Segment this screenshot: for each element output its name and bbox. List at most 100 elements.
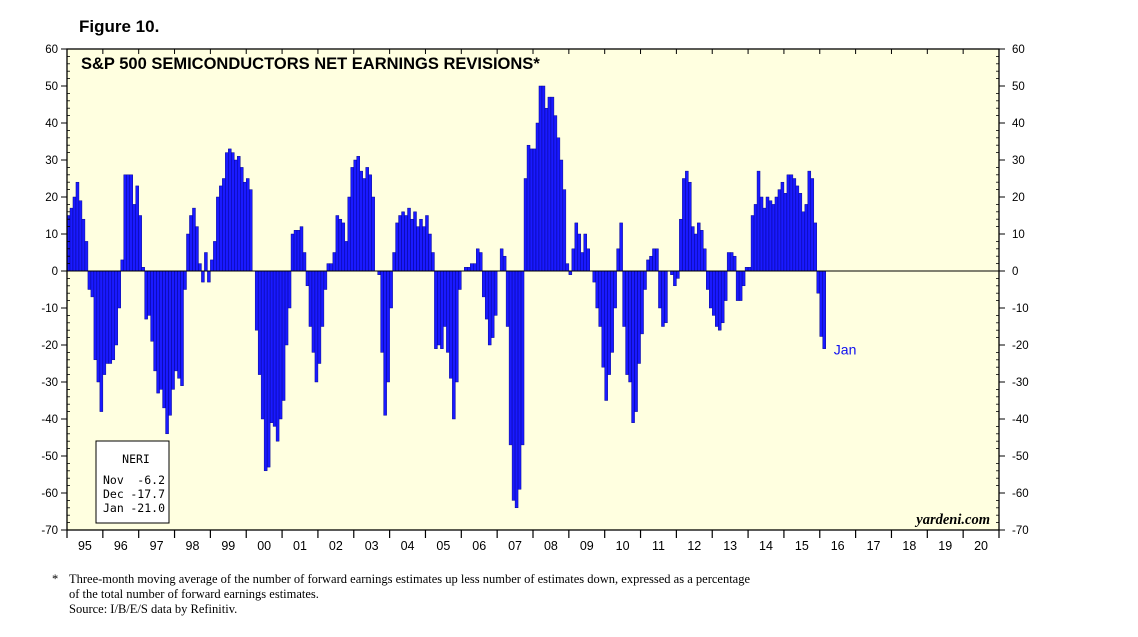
bar: [529, 148, 534, 272]
bar: [694, 233, 698, 272]
bar: [153, 270, 157, 372]
bar: [738, 270, 743, 301]
bar: [610, 270, 614, 353]
bar: [783, 193, 788, 272]
bar: [819, 270, 823, 337]
bar: [792, 178, 797, 272]
bar: [108, 270, 113, 364]
bar: [747, 267, 752, 272]
bar: [676, 270, 680, 279]
bar: [670, 270, 674, 275]
bar: [750, 215, 755, 272]
bar: [479, 252, 483, 272]
bar: [359, 170, 363, 272]
legend-row-month: Jan: [103, 501, 124, 515]
bar: [147, 270, 151, 316]
bar: [577, 233, 582, 272]
legend-row-value: -6.2: [137, 473, 165, 487]
bar: [138, 215, 142, 272]
bar: [290, 233, 295, 272]
bar: [658, 270, 662, 309]
y-tick-label-right: -20: [1012, 340, 1029, 352]
bar: [281, 270, 286, 401]
x-tick-label: 02: [329, 539, 343, 553]
bar: [720, 270, 725, 324]
bar: [434, 270, 438, 349]
bar: [735, 270, 740, 301]
bar: [493, 270, 498, 316]
bar: [446, 270, 450, 353]
x-tick-label: 08: [544, 539, 558, 553]
x-tick-label: 13: [723, 539, 737, 553]
bar: [756, 170, 761, 272]
bar: [204, 252, 208, 272]
bar: [526, 144, 531, 272]
bar: [156, 270, 160, 394]
legend-row-value: -21.0: [130, 501, 165, 515]
chart-title: S&P 500 SEMICONDUCTORS NET EARNINGS REVI…: [81, 55, 540, 73]
bar: [192, 207, 196, 272]
bar: [311, 270, 316, 353]
y-tick-label-left: 60: [45, 44, 58, 56]
y-tick-label-left: 10: [45, 229, 58, 241]
bar: [350, 167, 354, 272]
bar: [234, 159, 238, 272]
x-tick-label: 01: [293, 539, 307, 553]
bar: [314, 270, 319, 383]
bar: [613, 270, 617, 309]
bar: [165, 270, 169, 435]
bar: [592, 270, 596, 283]
bar: [407, 207, 411, 272]
bar: [741, 270, 746, 287]
bar: [703, 248, 707, 272]
bar: [565, 263, 570, 272]
bar: [186, 233, 190, 272]
bar: [299, 226, 304, 272]
bar: [362, 178, 366, 272]
bar: [458, 270, 462, 290]
x-tick-label: 15: [795, 539, 809, 553]
bar: [717, 270, 722, 331]
figure-label: Figure 10.: [79, 17, 160, 36]
bar: [604, 270, 608, 401]
y-tick-label-right: 0: [1012, 266, 1018, 278]
bar: [622, 270, 626, 327]
bar: [547, 96, 552, 272]
bar: [323, 270, 328, 290]
bar: [768, 200, 773, 272]
x-tick-label: 06: [472, 539, 486, 553]
bar: [260, 270, 265, 420]
bar: [150, 270, 154, 342]
bar: [263, 270, 268, 472]
bar: [308, 270, 313, 327]
y-tick-label-left: 50: [45, 81, 58, 93]
footnote-marker: *: [52, 572, 59, 586]
bar: [180, 270, 184, 386]
bar: [574, 222, 579, 272]
x-tick-label: 03: [365, 539, 379, 553]
end-label: Jan: [834, 342, 857, 358]
bar: [464, 267, 468, 272]
bar: [580, 252, 585, 272]
bar: [520, 270, 525, 446]
bar: [652, 248, 656, 272]
x-tick-label: 18: [902, 539, 916, 553]
bar: [257, 270, 262, 375]
bar: [431, 252, 435, 272]
y-tick-label-left: -30: [41, 377, 58, 389]
bar: [712, 270, 716, 316]
bar: [523, 178, 528, 272]
bar: [801, 211, 806, 272]
bar: [697, 222, 701, 272]
x-tick-label: 16: [831, 539, 845, 553]
bar: [780, 181, 785, 272]
bar: [353, 159, 357, 272]
bar: [81, 218, 86, 272]
bar: [583, 233, 587, 272]
x-tick-label: 20: [974, 539, 988, 553]
x-tick-label: 98: [186, 539, 200, 553]
bar: [628, 270, 632, 383]
bar: [246, 178, 250, 272]
bar: [171, 270, 175, 390]
y-tick-label-left: -20: [41, 340, 58, 352]
